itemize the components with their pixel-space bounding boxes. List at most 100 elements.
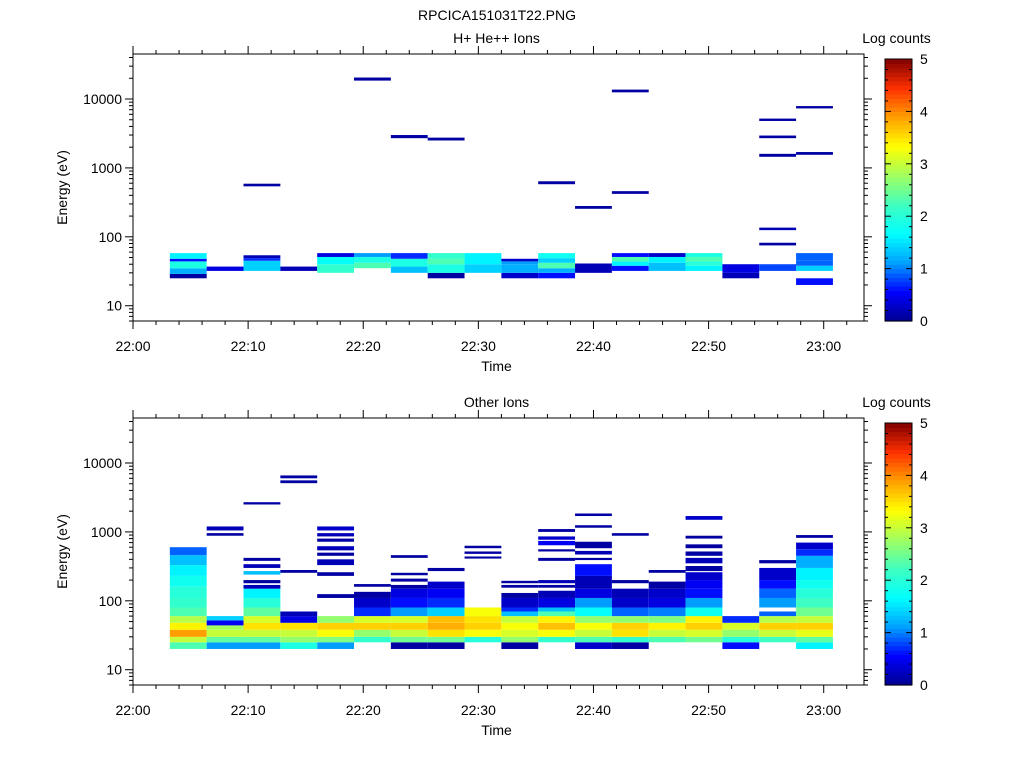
spectrogram-cell (427, 607, 465, 617)
spectrogram-cell (796, 278, 833, 285)
colorbar-segment (885, 449, 912, 455)
spectrogram-cell (685, 253, 723, 257)
colorbar-segment (885, 259, 912, 265)
colorbar-segment (885, 654, 912, 660)
x-tick-label: 22:50 (691, 338, 726, 354)
spectrogram-cell (759, 629, 797, 637)
spectrogram-cell (390, 572, 428, 576)
x-tick-label: 22:10 (231, 702, 266, 718)
colorbar-segment (885, 466, 912, 472)
spectrogram-cell (427, 253, 465, 259)
spectrogram-cell (390, 588, 428, 598)
colorbar-segment (885, 251, 912, 257)
spectrogram-cell (501, 272, 539, 279)
colorbar-segment (885, 641, 912, 647)
spectrogram-cell (796, 549, 833, 556)
spectrogram-cell (722, 264, 760, 273)
colorbar-segment (885, 220, 912, 226)
spectrogram-cell (796, 597, 833, 608)
spectrogram-cell (206, 642, 244, 649)
spectrogram-cell (317, 636, 355, 643)
colorbar-segment (885, 514, 912, 520)
spectrogram-cell (169, 273, 207, 279)
spectrogram-cell (575, 541, 612, 549)
spectrogram-cell (538, 253, 576, 259)
spectrogram-cell (243, 580, 281, 584)
spectrogram-cell (501, 597, 539, 608)
colorbar-segment (885, 636, 912, 642)
colorbar-tick-label: 2 (920, 572, 928, 588)
colorbar-segment (885, 63, 912, 69)
colorbar-segment (885, 85, 912, 91)
spectrogram-cell (611, 636, 649, 643)
colorbar-segment (885, 155, 912, 161)
colorbar-segment (885, 615, 912, 621)
colorbar-segment (885, 444, 912, 450)
spectrogram-cell (390, 642, 428, 649)
spectrogram-cell (575, 550, 612, 555)
colorbar-segment (885, 575, 912, 581)
spectrogram-cell (169, 616, 207, 623)
spectrogram-cell (685, 544, 723, 549)
colorbar-segment (885, 59, 912, 64)
colorbar-segment (885, 497, 912, 503)
spectrogram-cell (501, 622, 539, 630)
colorbar-segment (885, 211, 912, 217)
y-tick-label: 10000 (83, 455, 122, 471)
spectrogram-cell (538, 262, 576, 269)
colorbar-segment (885, 181, 912, 187)
colorbar-segment (885, 610, 912, 616)
spectrogram-cell (390, 636, 428, 643)
spectrogram-cell (354, 253, 391, 257)
colorbar-segment (885, 667, 912, 673)
spectrogram-cell (354, 607, 391, 617)
colorbar-segment (885, 264, 912, 270)
spectrogram-cell (243, 502, 281, 505)
spectrogram-cell (206, 629, 244, 637)
colorbar-segment (885, 554, 912, 559)
colorbar-segment (885, 303, 912, 309)
x-tick-label: 22:00 (115, 338, 150, 354)
colorbar-segment (885, 168, 912, 174)
spectrogram-cell (169, 607, 207, 617)
colorbar-segment (885, 588, 912, 594)
spectrogram-cell (575, 525, 612, 528)
spectrogram-cell (796, 555, 833, 568)
spectrogram-cell (685, 551, 723, 556)
colorbar-segment (885, 190, 912, 195)
spectrogram-cell (206, 526, 244, 531)
spectrogram-cell (464, 636, 502, 643)
colorbar-segment (885, 431, 912, 437)
spectrogram-cell (538, 536, 576, 540)
spectrogram-cell (427, 636, 465, 643)
colorbar-segment (885, 632, 912, 638)
colorbar-segment (885, 658, 912, 664)
spectrogram-cell (280, 622, 318, 630)
spectrogram-cell (538, 616, 576, 623)
colorbar-segment (885, 484, 912, 490)
spectrogram-cell (685, 265, 723, 271)
spectrogram-cell (796, 607, 833, 617)
spectrogram-cell (280, 629, 318, 637)
spectrogram-cell (464, 253, 502, 265)
colorbar-tick-label: 0 (920, 677, 928, 693)
spectrogram-cell (390, 616, 428, 623)
spectrogram-cell (796, 260, 833, 266)
spectrogram-cell (722, 629, 760, 637)
spectrogram-cell (390, 584, 428, 589)
x-tick-label: 22:50 (691, 702, 726, 718)
colorbar-segment (885, 76, 912, 82)
spectrogram-cell (206, 620, 244, 626)
colorbar-tick-label: 2 (920, 208, 928, 224)
spectrogram-cell (575, 564, 612, 576)
spectrogram-cell (611, 265, 649, 271)
figure-title: RPCICA151031T22.PNG (418, 7, 576, 23)
spectrogram-cell (464, 551, 502, 554)
colorbar-segment (885, 471, 912, 476)
colorbar-segment (885, 277, 912, 283)
spectrogram-cell (354, 597, 391, 608)
spectrogram-cell (243, 183, 281, 187)
colorbar-segment (885, 423, 912, 428)
